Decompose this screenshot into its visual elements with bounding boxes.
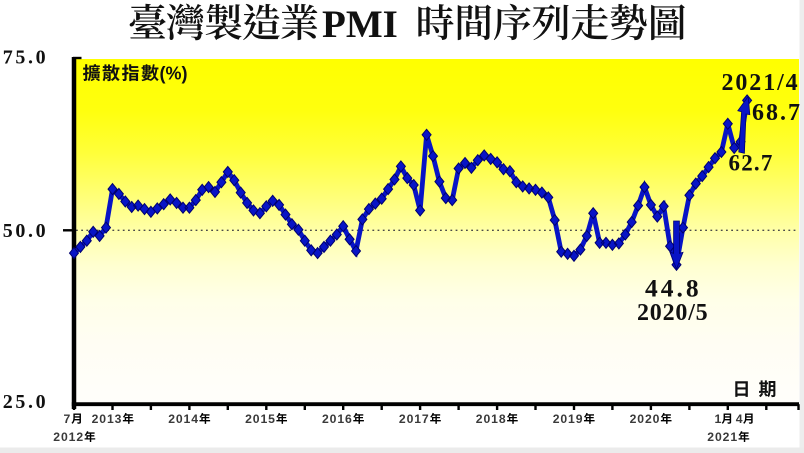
svg-text:2020/5: 2020/5 <box>637 300 708 326</box>
svg-text:PMI: PMI <box>322 3 398 46</box>
svg-text:7: 7 <box>64 412 72 426</box>
svg-text:50.0: 50.0 <box>3 220 48 242</box>
svg-text:4: 4 <box>736 412 744 426</box>
svg-text:1: 1 <box>715 412 723 426</box>
svg-text:62.7: 62.7 <box>729 151 774 176</box>
svg-text:2014: 2014 <box>168 412 199 426</box>
svg-text:2019: 2019 <box>553 412 584 426</box>
svg-text:25.0: 25.0 <box>3 391 48 413</box>
svg-text:2021: 2021 <box>707 430 738 444</box>
svg-text:2013: 2013 <box>92 412 123 426</box>
svg-text:2012: 2012 <box>53 430 84 444</box>
svg-text:(%): (%) <box>160 64 188 84</box>
svg-text:2016: 2016 <box>322 412 353 426</box>
svg-text:44.8: 44.8 <box>645 274 702 303</box>
svg-text:2018: 2018 <box>476 412 507 426</box>
svg-text:2020: 2020 <box>630 412 661 426</box>
svg-text:75.0: 75.0 <box>3 47 48 69</box>
svg-text:2017: 2017 <box>399 412 430 426</box>
svg-text:2021/4: 2021/4 <box>722 70 800 96</box>
svg-text:68.7: 68.7 <box>752 100 802 126</box>
svg-text:2015: 2015 <box>245 412 276 426</box>
